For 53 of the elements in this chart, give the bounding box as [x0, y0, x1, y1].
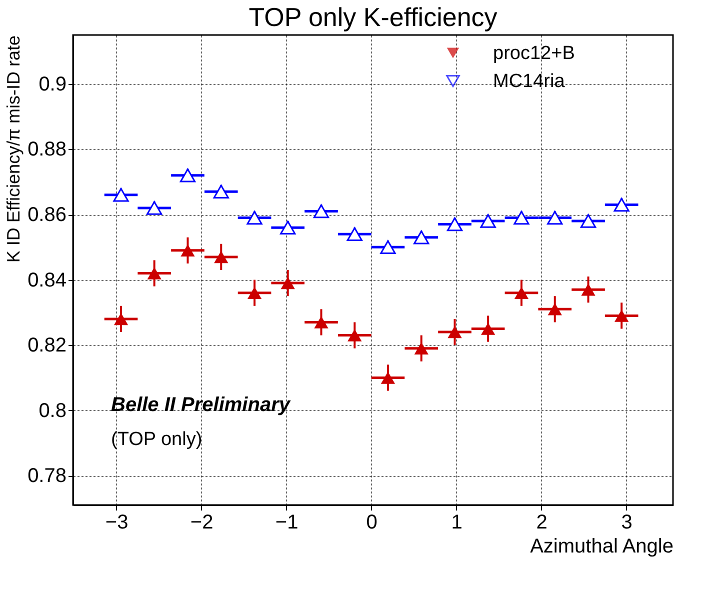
- x-tick-label: −2: [190, 512, 214, 534]
- x-axis-title: Azimuthal Angle: [530, 536, 674, 558]
- point: [414, 230, 430, 244]
- y-tick-label: 0.88: [28, 138, 66, 161]
- point: [214, 250, 228, 264]
- point: [448, 326, 462, 338]
- x-tick-label: 1: [451, 512, 462, 534]
- x-tick-label: 2: [536, 512, 548, 534]
- point: [581, 283, 596, 296]
- point: [414, 342, 428, 354]
- point: [146, 201, 162, 215]
- point: [481, 322, 496, 335]
- point: [147, 267, 162, 280]
- x-tick-label: 0: [366, 512, 378, 534]
- y-tick-label: 0.86: [28, 204, 66, 226]
- legend-label: MC14ria: [493, 71, 566, 92]
- point: [380, 372, 396, 384]
- point: [514, 286, 529, 299]
- point: [348, 329, 362, 342]
- legend-label: proc12+B: [493, 43, 575, 64]
- y-tick-label: 0.82: [28, 334, 66, 357]
- point: [280, 220, 296, 234]
- point: [480, 214, 496, 228]
- point: [314, 316, 328, 328]
- point: [614, 198, 630, 212]
- point: [614, 310, 629, 322]
- x-tick-label: 3: [621, 512, 632, 534]
- point: [380, 240, 396, 254]
- point: [514, 210, 530, 225]
- point: [180, 168, 196, 182]
- annotation: Belle II Preliminary: [111, 394, 291, 416]
- x-tick-label: −1: [275, 512, 298, 534]
- point: [547, 210, 563, 225]
- point: [313, 204, 330, 218]
- point: [580, 214, 596, 228]
- y-tick-label: 0.8: [38, 400, 66, 422]
- point: [180, 244, 195, 257]
- y-tick-label: 0.9: [38, 73, 66, 96]
- point: [548, 303, 562, 316]
- annotation: (TOP only): [111, 429, 202, 450]
- point: [446, 217, 463, 232]
- y-axis-title: K ID Efficiency/π mis-ID rate: [4, 36, 24, 263]
- point: [280, 276, 295, 290]
- point: [113, 188, 129, 202]
- point: [247, 286, 262, 299]
- point: [213, 184, 229, 199]
- point: [346, 227, 362, 241]
- point: [114, 312, 128, 326]
- chart-title: TOP only K-efficiency: [248, 2, 498, 32]
- y-tick-label: 0.84: [28, 269, 66, 292]
- x-tick-label: −3: [105, 512, 128, 534]
- point: [246, 210, 262, 225]
- y-tick-label: 0.78: [28, 465, 66, 488]
